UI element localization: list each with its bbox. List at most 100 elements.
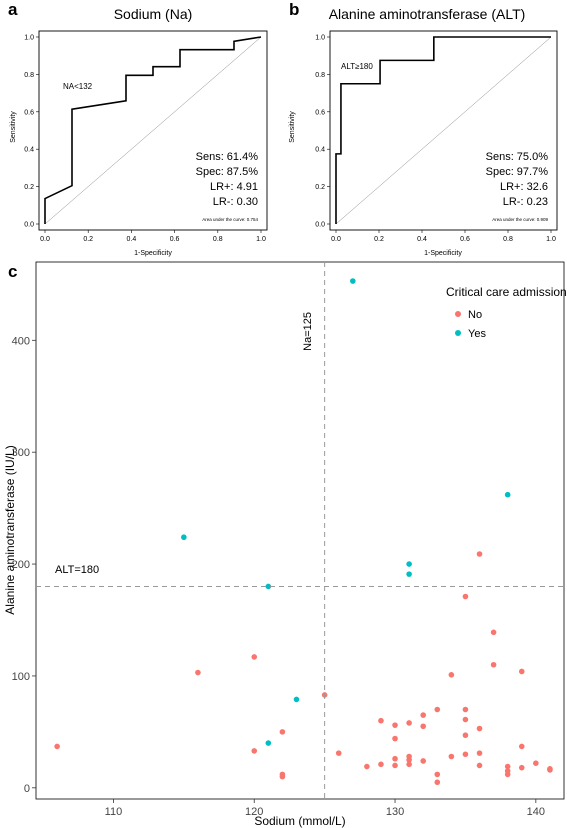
x-tick-label: 110 <box>105 806 123 818</box>
stat-specificity: Spec: 97.7% <box>486 166 549 178</box>
roc-curve <box>44 36 262 224</box>
chance-diagonal <box>44 36 262 225</box>
x-tick-label: 130 <box>386 806 404 818</box>
scatter-point-no <box>420 758 427 764</box>
scatter-point-no <box>54 743 60 750</box>
panel-letter-b: b <box>289 0 299 19</box>
y-tick-label: 0.6 <box>315 109 325 116</box>
scatter-point-no <box>490 629 497 636</box>
x-axis-label: 1-Specificity <box>134 250 172 257</box>
stat-lr-positive: LR+: 32.6 <box>500 181 548 193</box>
scatter-point-no <box>392 722 398 728</box>
scatter-point-yes <box>504 491 511 498</box>
scatter-point-no <box>378 717 384 724</box>
scatter-point-no <box>392 762 398 769</box>
scatter-point-no <box>462 732 469 739</box>
scatter-point-no <box>518 764 525 771</box>
x-tick-label: 0.0 <box>331 236 341 243</box>
scatter-point-yes <box>350 278 356 284</box>
legend-title: Critical care admission <box>446 285 567 299</box>
y-tick-label: 400 <box>12 335 30 347</box>
cutoff-label: NA<132 <box>63 82 93 91</box>
legend-label-no: No <box>468 309 482 321</box>
stat-lr-negative: LR-: 0.30 <box>213 196 258 208</box>
x-tick-label: 0.4 <box>127 236 137 243</box>
y-tick-label: 0.2 <box>315 184 325 191</box>
scatter-point-no <box>279 729 286 735</box>
stat-lr-negative: LR-: 0.23 <box>503 196 548 208</box>
y-tick-label: 0.0 <box>24 222 34 229</box>
legend: Critical care admission No Yes <box>446 285 567 340</box>
scatter-point-no <box>476 762 483 769</box>
scatter-point-no <box>406 761 412 768</box>
x-tick-label: 120 <box>245 806 263 818</box>
y-tick-label: 300 <box>12 447 30 459</box>
scatter-point-no <box>420 712 427 718</box>
y-tick-label: 0.8 <box>24 72 34 79</box>
x-tick-label: 0.4 <box>417 236 427 243</box>
x-axis-label: 1-Specificity <box>424 250 462 257</box>
x-tick-label: 1.0 <box>256 236 266 243</box>
scatter-point-yes <box>406 571 412 577</box>
y-axis-label: Alanine aminotransferase (IU/L) <box>3 445 17 614</box>
y-tick-label: 0 <box>24 783 30 795</box>
plot-frame <box>329 30 558 231</box>
plot-frame <box>35 261 565 800</box>
scatter-point-no <box>195 669 201 676</box>
scatter-point-no <box>504 763 511 770</box>
scatter-point-no <box>279 773 286 780</box>
x-tick-label: 0.2 <box>83 236 93 243</box>
roc-curve <box>335 36 551 224</box>
y-tick-label: 0.0 <box>315 222 325 229</box>
y-tick-label: 1.0 <box>315 35 325 42</box>
y-tick-label: 0.2 <box>24 184 34 191</box>
scatter-point-yes <box>406 561 412 567</box>
scatter-point-no <box>462 706 469 713</box>
scatter-point-no <box>518 668 525 675</box>
scatter-chart-sodium-alt: Sodium (mmol/L) Alanine aminotransferase… <box>3 261 567 828</box>
stat-sensitivity: Sens: 75.0% <box>486 151 549 163</box>
scatter-point-yes <box>265 740 272 746</box>
scatter-point-no <box>434 771 441 778</box>
scatter-point-no <box>434 779 441 786</box>
y-tick-label: 200 <box>12 559 30 571</box>
scatter-point-yes <box>265 583 272 590</box>
scatter-point-no <box>462 593 469 600</box>
chance-diagonal <box>335 36 552 225</box>
x-tick-label: 0.6 <box>170 236 180 243</box>
scatter-point-no <box>420 723 427 730</box>
scatter-point-no <box>335 750 342 756</box>
roc-chart-sodium: Sodium (Na) 1-Specificity Sensitivity NA… <box>10 6 268 257</box>
stat-specificity: Spec: 87.5% <box>196 166 259 178</box>
y-axis-label: Sensitivity <box>10 111 17 143</box>
scatter-point-no <box>462 716 469 723</box>
scatter-point-no <box>251 654 258 660</box>
y-tick-label: 1.0 <box>24 35 34 42</box>
x-tick-label: 0.8 <box>503 236 513 243</box>
scatter-point-no <box>476 750 483 756</box>
scatter-point-no <box>434 706 441 713</box>
x-axis-label: Sodium (mmol/L) <box>254 814 345 828</box>
legend-swatch-no <box>455 311 461 317</box>
scatter-point-no <box>490 661 497 668</box>
x-tick-label: 0.2 <box>374 236 384 243</box>
scatter-point-no <box>406 720 412 726</box>
x-tick-label: 140 <box>527 806 545 818</box>
y-tick-label: 0.4 <box>24 147 34 154</box>
scatter-point-no <box>476 725 483 732</box>
scatter-point-no <box>547 767 553 773</box>
panel-letter-a: a <box>8 0 18 19</box>
y-tick-label: 100 <box>12 671 30 683</box>
scatter-point-yes <box>293 696 300 703</box>
hline-label: ALT=180 <box>55 564 99 576</box>
roc-chart-alt: Alanine aminotransferase (ALT) 1-Specifi… <box>289 6 558 257</box>
y-tick-label: 0.4 <box>315 147 325 154</box>
scatter-point-no <box>518 743 525 750</box>
stat-sensitivity: Sens: 61.4% <box>196 151 259 163</box>
x-tick-label: 1.0 <box>546 236 556 243</box>
x-tick-label: 0.8 <box>213 236 223 243</box>
plot-frame <box>38 30 268 231</box>
scatter-point-no <box>504 771 511 778</box>
legend-swatch-yes <box>455 330 461 336</box>
